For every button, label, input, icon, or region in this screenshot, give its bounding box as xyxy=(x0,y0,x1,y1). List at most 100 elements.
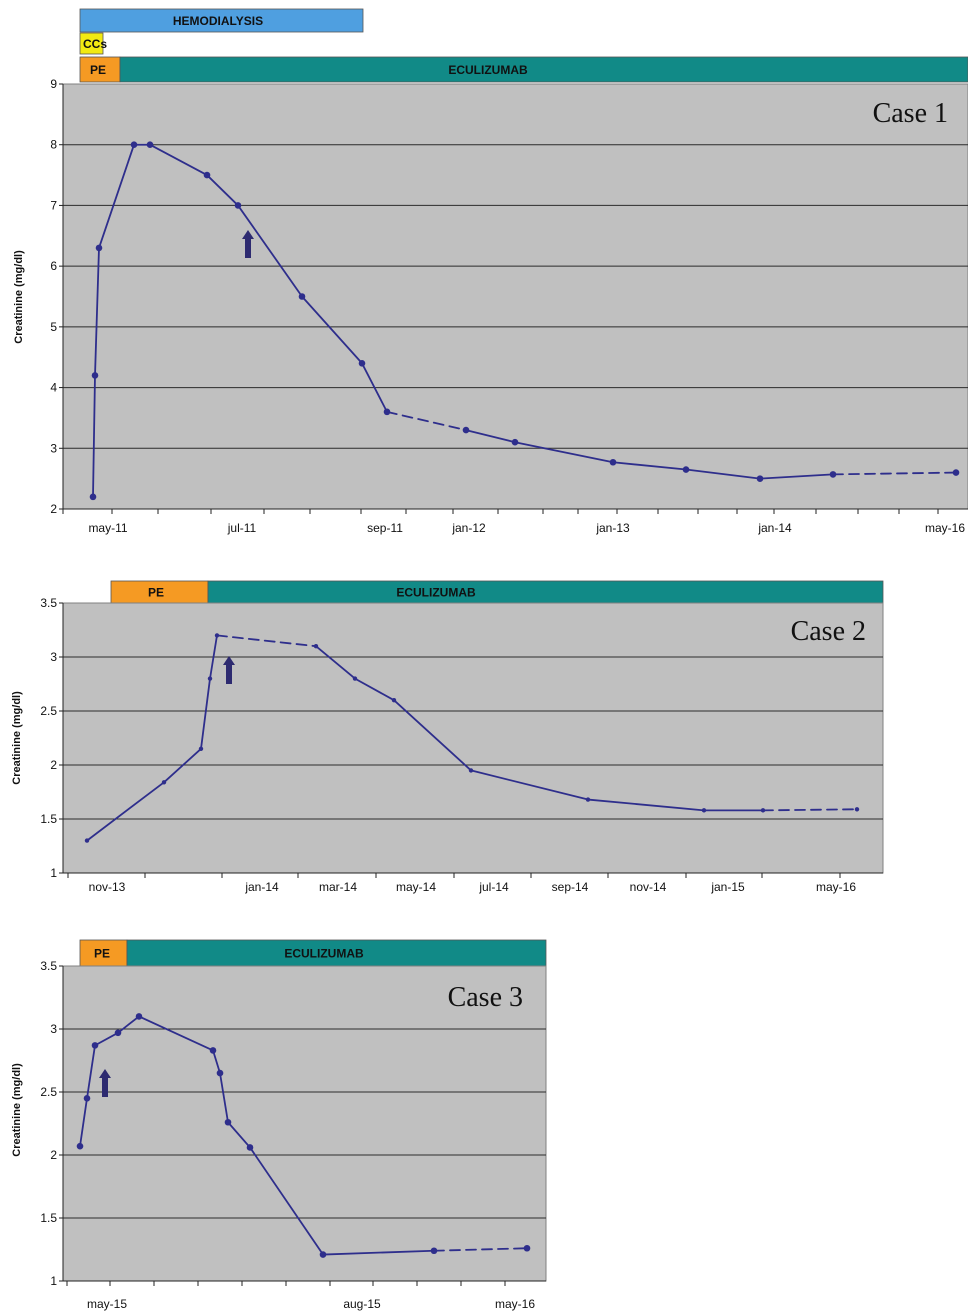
treatment-bar-hemodialysis xyxy=(79,8,364,33)
y-axis-title: Creatinine (mg/dl) xyxy=(11,1063,23,1157)
x-tick-label: nov-14 xyxy=(630,880,667,894)
y-tick-label: 1.5 xyxy=(40,812,57,826)
data-point xyxy=(760,808,766,813)
series-line-segment xyxy=(206,174,239,207)
x-tick-label: nov-13 xyxy=(89,880,126,894)
treatment-bar-label: HEMODIALYSIS xyxy=(173,14,263,28)
x-tick-label: may-11 xyxy=(88,521,127,535)
y-tick-label: 3 xyxy=(50,441,57,455)
case-1-chart: HEMODIALYSIS CCs PE ECULIZUMAB 2 3 4 5 6 7 8 9 may-1… xyxy=(13,8,968,535)
y-tick-label: 2 xyxy=(50,502,57,516)
series-line-segment xyxy=(227,1121,251,1149)
up-arrow-marker xyxy=(99,1069,111,1097)
series-line-segment xyxy=(612,461,687,471)
series-line-segment xyxy=(393,699,472,772)
x-tick-label: jan-14 xyxy=(757,521,792,535)
plot-area xyxy=(62,602,884,874)
x-tick-label: sep-14 xyxy=(552,880,589,894)
data-point xyxy=(214,633,220,638)
series-line-segment xyxy=(92,374,96,498)
series-line-segment xyxy=(361,362,388,413)
data-point xyxy=(468,768,474,773)
data-point xyxy=(84,838,90,843)
data-point xyxy=(585,797,591,802)
series-line-segment xyxy=(315,645,356,680)
data-point xyxy=(511,438,519,446)
case-label: Case 1 xyxy=(873,98,948,129)
up-arrow-marker xyxy=(223,656,235,684)
case-2-chart: PE ECULIZUMAB 1 1.5 2 2.5 3 3.5 nov-13 jan-14 mar-… xyxy=(11,580,884,894)
data-point xyxy=(89,493,97,501)
series-line-segment-dashed xyxy=(216,634,317,648)
data-point xyxy=(854,807,860,812)
y-tick-label: 4 xyxy=(50,381,57,395)
series-line-segment xyxy=(465,429,516,444)
data-point xyxy=(383,408,391,416)
data-point xyxy=(91,372,99,379)
treatment-bar-eculizumab xyxy=(207,580,884,604)
data-point xyxy=(216,1069,224,1077)
y-tick-label: 8 xyxy=(50,138,57,152)
y-tick-label: 3 xyxy=(50,650,57,664)
x-tick-label: mar-14 xyxy=(319,880,357,894)
series-line-segment xyxy=(249,1146,324,1256)
series-line-segment xyxy=(209,634,218,680)
data-point xyxy=(952,469,960,476)
series-line-segment-dashed xyxy=(832,471,957,476)
case-label: Case 2 xyxy=(791,616,866,647)
y-tick-label: 2 xyxy=(50,758,57,772)
x-tick-label: jan-13 xyxy=(595,521,630,535)
series-line-segment xyxy=(200,677,211,750)
series-line-segment xyxy=(301,295,363,365)
y-tick-label: 2.5 xyxy=(40,704,57,718)
x-tick-label: jan-15 xyxy=(710,880,745,894)
series-line-segment xyxy=(212,1049,221,1074)
series-line-segment xyxy=(237,204,303,298)
data-point xyxy=(391,698,397,703)
series-line-segment xyxy=(94,247,100,377)
y-tick-label: 1 xyxy=(50,1274,57,1288)
plot-area xyxy=(62,83,968,510)
data-point xyxy=(298,293,306,300)
data-point xyxy=(146,141,154,149)
data-point xyxy=(95,244,103,252)
y-tick-label: 1 xyxy=(50,866,57,880)
plot-area xyxy=(62,965,547,1282)
data-point xyxy=(135,1013,143,1020)
x-tick-label: sep-11 xyxy=(367,521,403,535)
treatment-bar-label: PE xyxy=(94,947,110,961)
y-tick-label: 3.5 xyxy=(40,596,57,610)
data-point xyxy=(91,1042,99,1049)
y-tick-label: 6 xyxy=(50,259,57,273)
series-line-segment xyxy=(117,1015,140,1034)
data-point xyxy=(682,466,690,473)
series-line-segment xyxy=(322,1249,435,1256)
treatment-bar-eculizumab xyxy=(119,56,968,83)
data-point xyxy=(83,1095,91,1102)
y-tick-label: 9 xyxy=(50,77,57,91)
series-line-segment xyxy=(86,781,165,842)
series-line-segment xyxy=(138,1015,214,1052)
series-line-segment xyxy=(219,1072,229,1124)
treatment-bar-eculizumab xyxy=(126,939,547,967)
y-tick-label: 1.5 xyxy=(40,1211,57,1225)
series-line-segment xyxy=(759,473,834,480)
data-point xyxy=(130,141,138,149)
data-point xyxy=(161,780,167,785)
series-line-segment xyxy=(587,798,705,812)
x-tick-label: jul-11 xyxy=(227,521,257,535)
data-point xyxy=(313,644,319,649)
treatment-bar-label: PE xyxy=(148,586,164,600)
data-point xyxy=(609,458,617,466)
treatment-bar-ccs xyxy=(79,32,104,55)
series-line-segment xyxy=(685,468,761,480)
y-axis-title: Creatinine (mg/dl) xyxy=(11,691,23,785)
series-line-segment xyxy=(514,441,614,464)
series-line-segment xyxy=(470,769,589,801)
data-point xyxy=(430,1247,438,1255)
treatment-bar-label: CCs xyxy=(83,37,107,51)
data-point xyxy=(76,1142,84,1150)
data-point xyxy=(829,471,837,478)
data-point xyxy=(203,171,211,179)
case-3-chart: PE ECULIZUMAB 1 1.5 2 2.5 3 3.5 may-15 aug-15 may-… xyxy=(11,939,547,1311)
